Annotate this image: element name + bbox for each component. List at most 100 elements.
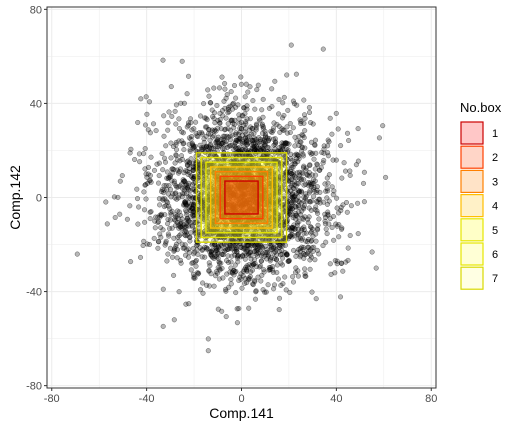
data-point [253,127,259,133]
data-point [284,251,290,257]
data-point [232,252,238,258]
data-point [165,127,171,133]
data-point [220,133,227,139]
data-point [255,274,261,280]
data-point [260,124,266,130]
data-point [296,180,302,186]
data-point [173,190,179,196]
data-point [165,231,171,237]
data-point [176,138,182,144]
data-point [228,259,234,265]
data-point [299,144,305,150]
data-point [104,221,110,227]
data-point [345,245,351,251]
data-point [253,121,259,127]
data-point [310,186,316,192]
data-point [180,141,186,147]
data-point [321,157,327,163]
data-point [290,274,296,280]
data-point [255,82,261,88]
data-point [283,287,289,293]
data-point [234,306,240,312]
data-point [244,142,250,148]
data-point [200,145,206,151]
data-point [334,195,340,201]
data-point [243,81,249,87]
data-point [262,289,268,295]
data-point [191,274,197,280]
data-point [287,205,293,212]
data-point [205,348,211,354]
data-point [218,243,224,249]
data-point [236,112,242,118]
data-point [292,226,298,232]
data-point [283,146,289,152]
legend-item-4: 4 [460,194,498,218]
data-point [295,152,301,158]
data-point [297,172,303,178]
legend-label-5: 5 [492,225,498,237]
data-point [178,221,184,227]
data-point [230,101,236,107]
data-point [231,147,237,153]
data-point [189,127,195,133]
data-point [252,296,259,302]
data-point [181,100,187,106]
data-point [269,103,275,110]
data-point [252,106,258,112]
data-point [251,257,258,263]
data-point [329,131,335,137]
data-point [290,172,296,178]
data-point [176,126,182,132]
data-point [254,253,260,259]
data-point [169,113,175,119]
data-point [147,216,153,222]
data-point [307,162,313,169]
legend-item-5: 5 [460,218,498,242]
data-point [312,257,318,263]
data-point [253,288,259,294]
data-point [332,270,338,276]
data-point [242,280,248,287]
data-point [325,211,331,217]
data-point [337,294,344,300]
data-point [219,74,225,80]
data-point [232,140,238,146]
data-point [146,241,153,248]
data-point [195,251,201,257]
data-point [347,232,353,239]
data-point [244,106,250,112]
data-point [208,249,214,255]
data-point [147,209,153,215]
data-point [339,175,345,181]
data-point [324,186,330,192]
data-point [119,173,125,179]
data-point [184,247,190,253]
data-point [246,262,252,268]
data-point [342,168,349,174]
data-point [329,184,335,190]
data-point [205,131,212,137]
data-point [308,151,314,157]
y-tick-label: 80 [30,4,42,16]
data-point [322,218,328,224]
data-point [191,251,197,257]
data-point [161,190,167,196]
data-point [167,186,174,192]
data-point [225,121,231,127]
data-point [178,100,184,106]
data-point [238,254,244,260]
data-point [276,123,282,129]
data-point [235,102,241,108]
data-point [360,180,367,186]
data-point [179,156,186,163]
data-point [323,239,329,245]
data-point [226,104,232,110]
data-point [190,213,197,219]
data-point [270,136,277,142]
data-point [180,130,186,136]
data-point [291,247,297,253]
data-point [279,262,286,268]
data-point [161,133,167,139]
data-point [169,178,175,184]
